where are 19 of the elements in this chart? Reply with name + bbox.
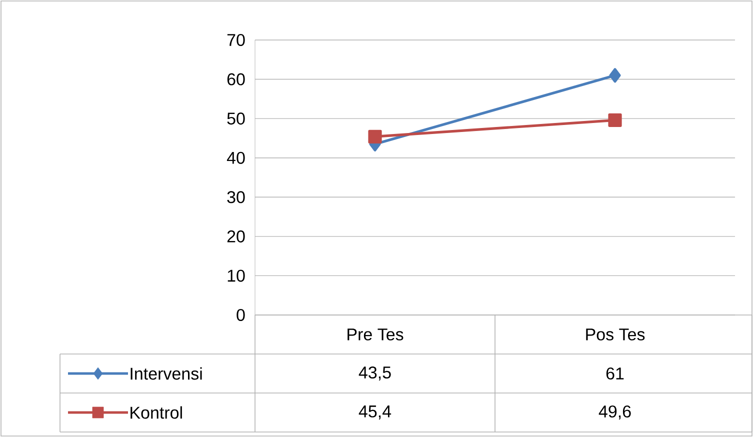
legend-label: Kontrol [130,406,182,419]
data-label: 49,6 [598,405,631,420]
data-label: 61 [606,367,624,380]
y-tick-label: 20 [227,230,245,242]
legend-label: Intervensi [130,367,202,380]
y-tick-label: 30 [227,191,245,204]
y-tick-label: 40 [226,152,245,164]
x-tick-label: Pre Tes [348,328,404,340]
data-label: 43,5 [358,366,391,381]
y-tick-label: 10 [228,270,245,282]
y-tick-label: 50 [227,112,245,125]
data-label: 45,4 [358,406,392,420]
y-tick-label: 70 [227,34,245,46]
x-tick-label: Pos Tes [586,328,645,340]
y-tick-label: 60 [227,73,245,86]
point [609,68,621,83]
point [368,130,382,144]
y-tick-label: 0 [236,308,245,322]
point [608,113,622,127]
